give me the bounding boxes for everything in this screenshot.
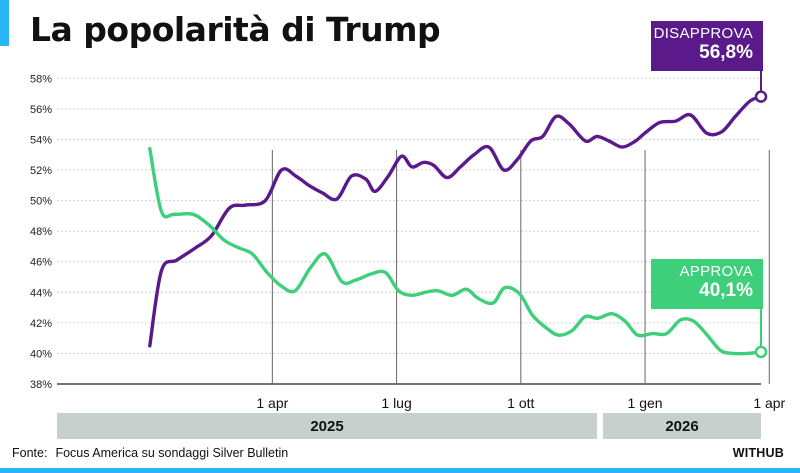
x-tick-label: 1 apr: [256, 395, 288, 411]
series-line-approva: [148, 146, 763, 356]
y-tick-label: 58%: [30, 73, 52, 85]
x-tick-label: 1 gen: [628, 395, 663, 411]
y-tick-label: 50%: [30, 196, 52, 208]
year-band-2025: 2025: [57, 413, 597, 439]
disapprove-callout-label: DISAPPROVA: [653, 25, 753, 42]
source-note: Fonte: Focus America su sondaggi Silver B…: [12, 446, 288, 460]
endpoint-marker-approva: [754, 345, 768, 359]
disapprove-callout-value: 56,8%: [699, 42, 753, 63]
source-label: Fonte:: [12, 446, 48, 460]
series-line-disapprova: [148, 94, 763, 348]
y-tick-label: 40%: [30, 348, 52, 360]
x-tick-label: 1 apr: [753, 395, 785, 411]
endpoint-marker-disapprova: [754, 90, 768, 103]
disapprove-callout: DISAPPROVA 56,8%: [651, 21, 763, 71]
year-band-2026: 2026: [603, 413, 761, 439]
y-tick-label: 54%: [30, 134, 52, 146]
top-accent-bar: [0, 0, 9, 46]
y-tick-label: 52%: [30, 165, 52, 177]
approve-callout: APPROVA 40,1%: [651, 259, 763, 309]
y-tick-label: 38%: [30, 379, 52, 391]
y-tick-label: 42%: [30, 318, 52, 330]
y-tick-label: 48%: [30, 226, 52, 238]
approve-callout-value: 40,1%: [699, 280, 753, 301]
x-tick-label: 1 lug: [381, 395, 411, 411]
y-tick-label: 44%: [30, 287, 52, 299]
brand-logo: WITHUB: [732, 446, 784, 460]
y-tick-label: 46%: [30, 257, 52, 269]
y-tick-label: 56%: [30, 104, 52, 116]
x-tick-label: 1 ott: [507, 395, 534, 411]
chart-title: La popolarità di Trump: [30, 10, 441, 49]
source-text: Focus America su sondaggi Silver Bulleti…: [55, 446, 289, 460]
bottom-accent-bar: [0, 468, 800, 473]
approve-callout-label: APPROVA: [679, 263, 753, 280]
